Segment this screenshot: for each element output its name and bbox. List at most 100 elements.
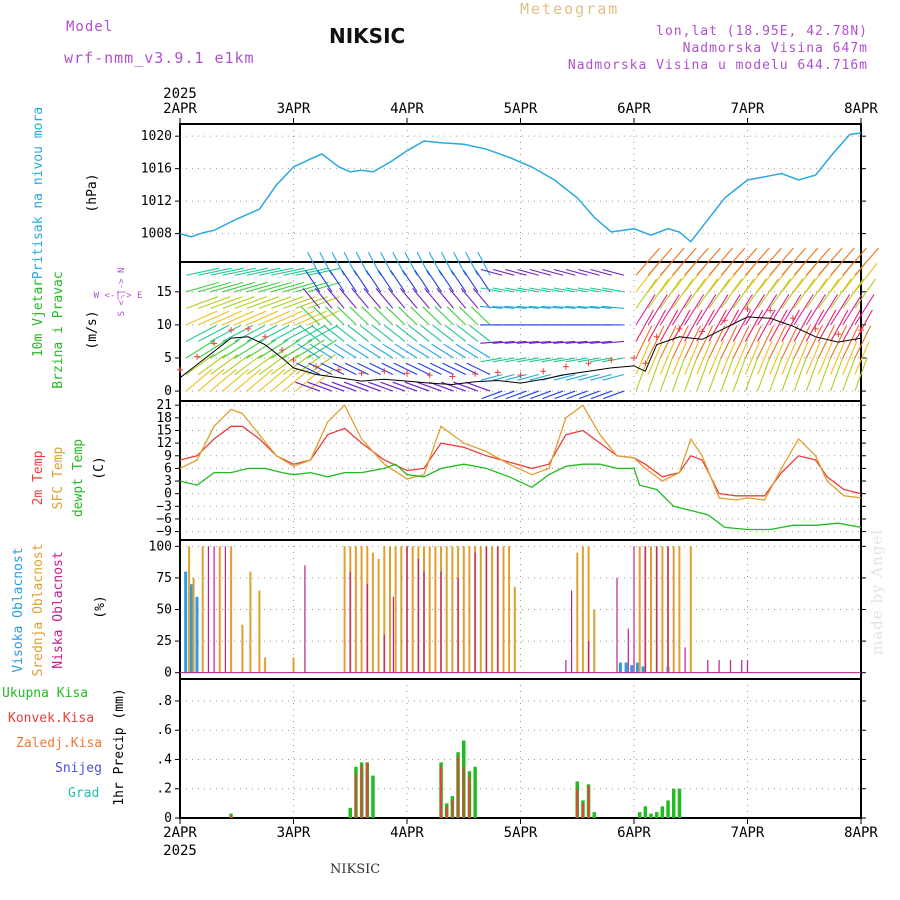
total-precip-bar [649, 813, 653, 818]
gust-marker [699, 328, 706, 335]
wind-arrow [462, 269, 479, 293]
meteogram-label: Meteogram [520, 0, 620, 18]
wind-arrow [327, 288, 345, 309]
wind-arrow [565, 357, 588, 363]
wind-arrow [344, 362, 369, 376]
wind-arrow [392, 381, 418, 392]
wind-arrow [258, 368, 286, 392]
wind-arrow [283, 325, 314, 342]
wind-arrow [541, 305, 564, 309]
wind-arrow [602, 373, 625, 381]
gust-marker [631, 354, 637, 361]
conv-precip-bar [581, 803, 584, 818]
y-tick-label: 75 [156, 571, 172, 586]
gust-marker [789, 315, 796, 322]
top-date-label: 6APR [617, 101, 651, 117]
wind-arrow [309, 343, 333, 359]
wind-arrow [417, 362, 442, 376]
wind-arrow [222, 325, 253, 342]
wind-arrow [381, 362, 406, 376]
wind-arrow [854, 341, 870, 375]
wind-arrow [332, 362, 357, 376]
wind-arrow [283, 296, 316, 309]
total-precip-bar [643, 806, 648, 818]
wind-arrow [299, 324, 321, 342]
y-tick-label: 0 [164, 666, 172, 681]
wind-arrow [647, 357, 662, 392]
bottom-date-label: 4APR [390, 825, 424, 841]
wind-arrow [854, 357, 868, 392]
low-cloud-bar [349, 571, 351, 673]
wind-arrow [684, 325, 701, 359]
wind-arrow [222, 354, 251, 375]
y-tick-label: 1016 [141, 162, 172, 177]
wind-arrow [283, 310, 315, 326]
wind-arrow [185, 310, 218, 326]
y-tick-label: 50 [156, 603, 172, 618]
wind-arrow [492, 287, 515, 293]
mid-cloud-bar [241, 624, 244, 673]
mid-cloud-bar [354, 546, 357, 673]
y-tick-label: −3 [156, 499, 172, 514]
wind-arrow [708, 325, 726, 359]
wind-arrow [708, 357, 722, 392]
wind-arrow [842, 309, 861, 342]
conv-precip-bar [468, 777, 471, 818]
wind-arrow [684, 341, 700, 375]
wind-arrow [222, 267, 256, 276]
top-year-label: 2025 [163, 86, 197, 102]
wind-arrow [210, 339, 240, 359]
wind-arrow [805, 325, 823, 359]
wind-arrow [335, 324, 357, 342]
wind-arrow [565, 373, 588, 381]
conv-precip-bar [440, 766, 442, 818]
total-precip-bar [371, 775, 375, 818]
total-precip-bar [677, 788, 682, 818]
wind-arrow [647, 325, 665, 359]
y-tick-label: 5 [164, 351, 172, 366]
wind-arrow [283, 281, 317, 293]
wind-arrow [480, 287, 503, 293]
wind-arrow [314, 288, 333, 309]
gust-marker [472, 370, 479, 377]
wind-arrow [565, 340, 588, 344]
y-tick-label: 10 [156, 318, 172, 333]
y-tick-label: 15 [156, 423, 172, 438]
wind-arrow [454, 362, 479, 376]
wind-arrow [295, 381, 321, 392]
wind-arrow [696, 325, 714, 359]
panel-frame [179, 678, 862, 819]
wind-arrow [817, 341, 834, 375]
wind-arrow [672, 294, 693, 326]
wind-arrow [517, 357, 539, 363]
wind-arrow [422, 306, 442, 326]
wind-arrow [246, 281, 280, 293]
low-cloud-bar [571, 590, 573, 673]
wind-arrow [307, 310, 339, 326]
wind-arrow [672, 278, 694, 309]
low-cloud-bar [392, 596, 394, 673]
wind-arrow [504, 340, 527, 344]
y-tick-label: 9 [164, 449, 172, 464]
wind-arrow [246, 339, 276, 359]
wind-arrow [517, 373, 539, 381]
wind-arrow [185, 339, 216, 359]
low-cloud-bar [633, 546, 635, 673]
mid-cloud-bar [468, 546, 471, 673]
wind-arrow [696, 341, 712, 375]
low-cloud-bar [474, 552, 476, 673]
low-cloud-bar [457, 577, 459, 673]
wind-arrow [329, 269, 345, 293]
wind-arrow [222, 281, 256, 293]
y-tick-label: 25 [156, 634, 172, 649]
bottom-date-label: 6APR [617, 825, 651, 841]
gust-marker [290, 356, 297, 363]
gust-marker [211, 340, 218, 347]
low-cloud-bar [746, 660, 749, 673]
wind-label: 10m Vjetar [31, 279, 46, 357]
wind-arrow [566, 390, 588, 400]
gust-marker [653, 333, 660, 340]
wind-arrow [300, 306, 321, 326]
wind-arrow [455, 343, 479, 359]
